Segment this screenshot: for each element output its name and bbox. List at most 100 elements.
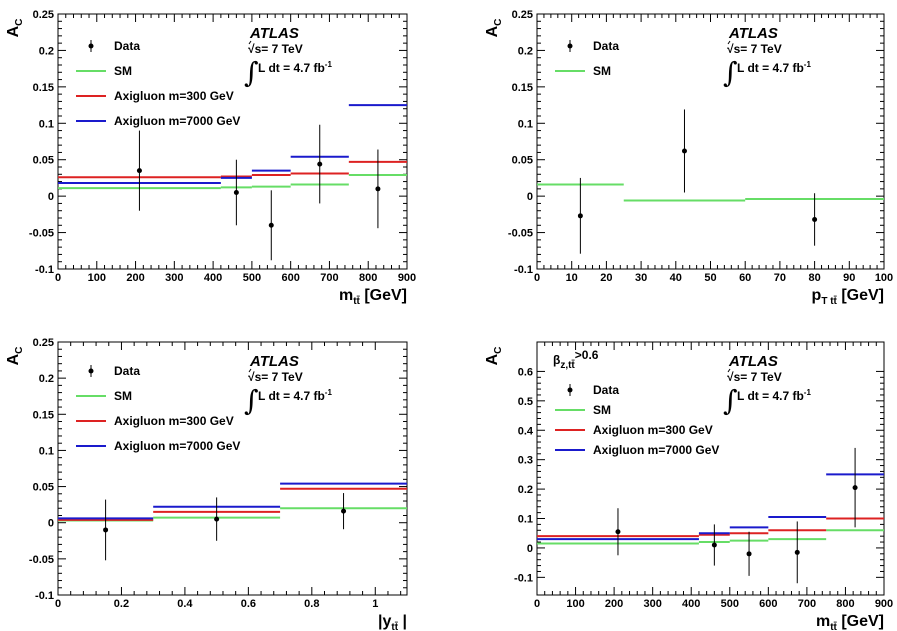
series-data bbox=[103, 493, 347, 561]
legend: Data SM Axigluon m=300 GeV Axigluon m=7000 … bbox=[76, 39, 240, 128]
x-tick-label: 100 bbox=[566, 598, 584, 610]
x-tick-label: 40 bbox=[670, 272, 682, 284]
x-tick-label: 100 bbox=[88, 272, 106, 284]
legend-data-marker bbox=[88, 43, 94, 49]
data-point bbox=[103, 527, 109, 533]
legend: Data SM Axigluon m=300 GeV Axigluon m=7000 … bbox=[76, 364, 240, 453]
y-tick-label: 0.2 bbox=[518, 484, 533, 496]
integral-symbol: ∫ bbox=[723, 384, 738, 417]
legend-entry: SM bbox=[593, 403, 611, 417]
x-tick-label: 100 bbox=[875, 272, 893, 284]
x-axis-title: pT tt̄ [GeV] bbox=[812, 287, 884, 307]
x-tick-label: 400 bbox=[204, 272, 222, 284]
x-tick-label: 200 bbox=[605, 598, 623, 610]
legend-entry: Axigluon m=7000 GeV bbox=[114, 114, 240, 128]
x-tick-label: 600 bbox=[759, 598, 777, 610]
data-point bbox=[681, 148, 687, 154]
legend-entry: Data bbox=[114, 364, 140, 378]
atlas-label-block: ATLAS√s= 7 TeV∫ L dt = 4.7 fb-1 bbox=[723, 353, 811, 417]
energy-label: √s= 7 TeV bbox=[248, 42, 303, 56]
y-tick-label: 0.1 bbox=[518, 118, 533, 130]
y-tick-label: 0.05 bbox=[33, 482, 54, 494]
y-tick-label: 0.1 bbox=[39, 118, 54, 130]
x-tick-label: 600 bbox=[281, 272, 299, 284]
y-tick-label: 0.25 bbox=[33, 9, 54, 21]
atlas-label: ATLAS bbox=[249, 353, 299, 370]
x-tick-label: 300 bbox=[165, 272, 183, 284]
legend-data-marker bbox=[567, 43, 573, 49]
y-tick-label: 0.25 bbox=[33, 337, 54, 349]
legend-entry: SM bbox=[593, 64, 611, 78]
y-tick-label: 0.05 bbox=[33, 155, 54, 167]
series-data bbox=[615, 447, 858, 584]
y-tick-label: 0.15 bbox=[512, 82, 533, 94]
atlas-label: ATLAS bbox=[728, 25, 778, 42]
luminosity-label: L dt = 4.7 fb-1 bbox=[258, 388, 332, 403]
x-tick-label: 900 bbox=[875, 598, 893, 610]
y-tick-label: -0.1 bbox=[35, 264, 54, 276]
legend-data-marker bbox=[88, 368, 94, 374]
x-axis-title: mtt̄ [GeV] bbox=[816, 613, 884, 631]
y-tick-label: 0.6 bbox=[518, 366, 533, 378]
data-point bbox=[317, 161, 323, 167]
x-tick-label: 500 bbox=[243, 272, 261, 284]
y-tick-label: -0.05 bbox=[29, 228, 54, 240]
x-tick-label: 200 bbox=[126, 272, 144, 284]
series-data bbox=[136, 124, 381, 261]
y-tick-label: 0.15 bbox=[33, 82, 54, 94]
y-tick-label: -0.05 bbox=[29, 554, 54, 566]
luminosity-label: L dt = 4.7 fb-1 bbox=[737, 388, 811, 403]
legend-entry: Data bbox=[114, 39, 140, 53]
x-tick-label: 20 bbox=[600, 272, 612, 284]
y-tick-label: 0.2 bbox=[39, 45, 54, 57]
x-tick-label: 90 bbox=[843, 272, 855, 284]
x-tick-label: 0.4 bbox=[177, 598, 193, 610]
x-tick-label: 0 bbox=[55, 598, 61, 610]
data-point bbox=[746, 551, 752, 557]
y-tick-label: 0 bbox=[48, 518, 54, 530]
atlas-label-block: ATLAS√s= 7 TeV∫ L dt = 4.7 fb-1 bbox=[244, 25, 332, 89]
y-tick-label: -0.1 bbox=[514, 572, 533, 584]
legend-entry: Axigluon m=300 GeV bbox=[114, 414, 234, 428]
x-tick-label: 10 bbox=[566, 272, 578, 284]
y-axis-title: AC bbox=[5, 347, 25, 366]
x-axis-title: |ytt̄ | bbox=[378, 613, 407, 631]
integral-symbol: ∫ bbox=[723, 56, 738, 89]
y-tick-label: 0.05 bbox=[512, 155, 533, 167]
x-axis-title: mtt̄ [GeV] bbox=[339, 287, 407, 307]
y-tick-label: 0.15 bbox=[33, 409, 54, 421]
plot-frame bbox=[536, 341, 885, 596]
sqrt-tick bbox=[727, 40, 731, 45]
legend-data-marker bbox=[567, 387, 573, 393]
data-point bbox=[136, 168, 142, 174]
integral-symbol: ∫ bbox=[244, 384, 259, 417]
x-tick-label: 500 bbox=[721, 598, 739, 610]
y-axis-title: AC bbox=[484, 347, 504, 366]
series-axigluon-m-300-gev bbox=[58, 487, 407, 521]
integral-symbol: ∫ bbox=[244, 56, 259, 89]
x-tick-label: 0.6 bbox=[241, 598, 256, 610]
legend-entry: Data bbox=[593, 39, 619, 53]
x-tick-label: 800 bbox=[359, 272, 377, 284]
y-tick-label: 0 bbox=[48, 191, 54, 203]
legend-entry: SM bbox=[114, 64, 132, 78]
x-tick-label: 50 bbox=[704, 272, 716, 284]
x-tick-label: 300 bbox=[643, 598, 661, 610]
data-point bbox=[341, 508, 347, 514]
data-point bbox=[812, 216, 818, 222]
plot-frame bbox=[536, 13, 885, 270]
y-tick-label: -0.05 bbox=[508, 228, 533, 240]
y-tick-label: 0.5 bbox=[518, 396, 533, 408]
x-tick-label: 1 bbox=[372, 598, 378, 610]
x-tick-label: 800 bbox=[836, 598, 854, 610]
energy-label: √s= 7 TeV bbox=[248, 370, 303, 384]
sqrt-tick bbox=[727, 368, 731, 373]
x-tick-label: 700 bbox=[798, 598, 816, 610]
legend: βz,tt̄>0.6 Data SM Axigluon m=300 GeV Axiglu… bbox=[553, 348, 719, 457]
x-tick-label: 30 bbox=[635, 272, 647, 284]
x-tick-label: 0 bbox=[55, 272, 61, 284]
y-tick-label: 0 bbox=[527, 543, 533, 555]
data-point bbox=[711, 542, 717, 548]
y-tick-label: 0.2 bbox=[39, 373, 54, 385]
